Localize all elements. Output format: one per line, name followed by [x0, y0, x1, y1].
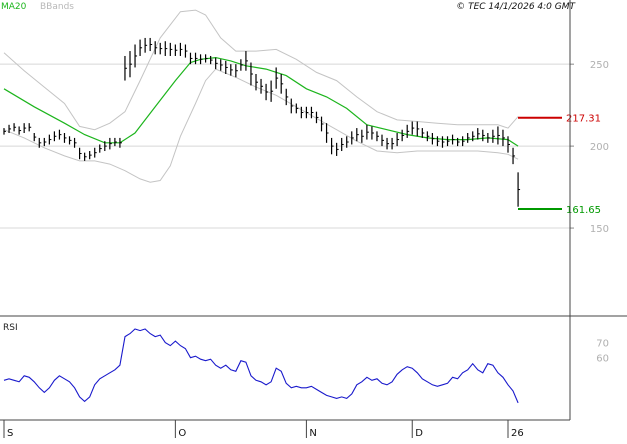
- price-bars: [3, 37, 521, 207]
- x-axis-ticks: S O N D 26: [3, 420, 524, 439]
- rsi-ytick-label: 70: [596, 339, 609, 350]
- ma20-line: [3, 56, 519, 147]
- ma20-line-layer: [3, 56, 519, 147]
- ma-legend-label: MA20: [1, 2, 27, 12]
- x-tick-label: O: [178, 428, 186, 439]
- support-level-label: 161.65: [566, 205, 601, 216]
- rsi-ytick-label: 60: [596, 354, 609, 365]
- price-ytick-label: 250: [590, 60, 609, 71]
- resistance-level-label: 217.31: [566, 114, 601, 125]
- bb-legend-label: BBands: [40, 2, 74, 12]
- x-tick-label: 26: [511, 428, 524, 439]
- price-levels: 217.31 161.65: [518, 114, 601, 216]
- rsi-panel-label: RSI: [3, 323, 18, 333]
- bollinger-bands: [3, 9, 519, 183]
- copyright-text: © TEC 14/1/2026 4:0 GMT: [456, 2, 576, 12]
- rsi-line-layer: [3, 328, 519, 404]
- rsi-line: [3, 328, 519, 404]
- price-gridlines: [0, 63, 570, 229]
- price-yticks: 150 200 250: [570, 60, 609, 235]
- x-tick-label: N: [309, 428, 316, 439]
- price-ytick-label: 150: [590, 224, 609, 235]
- x-tick-label: D: [415, 428, 423, 439]
- bb-upper-line: [3, 9, 519, 131]
- x-tick-label: S: [7, 428, 13, 439]
- price-ytick-label: 200: [590, 142, 609, 153]
